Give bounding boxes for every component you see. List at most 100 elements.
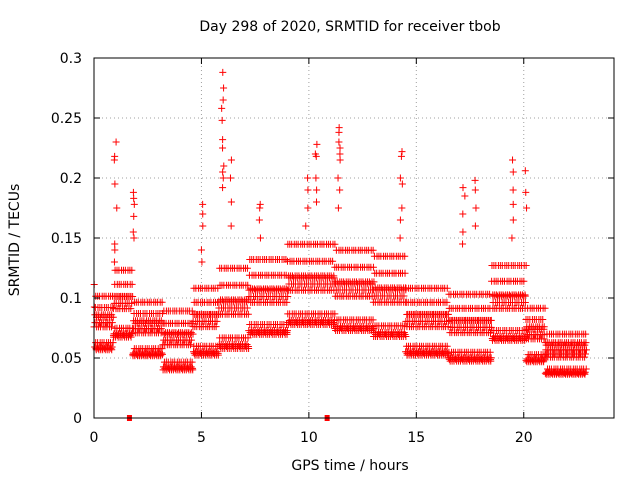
data-point — [127, 305, 135, 313]
data-point — [227, 222, 235, 230]
data-point — [129, 293, 137, 301]
data-point — [108, 343, 116, 351]
data-point — [459, 228, 467, 236]
data-point — [130, 200, 138, 208]
data-point — [158, 298, 166, 306]
x-tick-label: 0 — [90, 430, 99, 446]
data-point — [369, 263, 377, 271]
data-point — [188, 358, 196, 366]
data-point — [283, 327, 291, 335]
chart-title: Day 298 of 2020, SRMTID for receiver tbo… — [199, 19, 500, 35]
data-point — [335, 128, 343, 136]
data-point — [218, 104, 226, 112]
data-point — [509, 168, 517, 176]
data-point — [220, 84, 228, 92]
data-point — [129, 228, 137, 236]
data-point — [245, 345, 253, 353]
data-point — [582, 339, 590, 347]
data-point — [330, 274, 338, 282]
data-point — [219, 168, 227, 176]
data-point — [130, 194, 138, 202]
data-point — [487, 354, 495, 362]
data-points — [90, 68, 590, 421]
x-tick-label: 20 — [515, 430, 533, 446]
y-tick-label: 0.15 — [51, 231, 82, 247]
data-point — [128, 280, 136, 288]
data-point — [521, 167, 529, 175]
data-point — [509, 200, 517, 208]
data-point — [111, 246, 119, 254]
data-point — [109, 313, 117, 321]
data-point — [443, 298, 451, 306]
data-point — [256, 204, 264, 212]
data-point — [509, 186, 517, 194]
data-point — [334, 174, 342, 182]
data-point — [539, 315, 547, 323]
data-point — [520, 277, 528, 285]
data-point — [313, 140, 321, 148]
data-point — [487, 316, 495, 324]
data-point — [396, 234, 404, 242]
axis-ticks — [93, 57, 614, 419]
data-point — [219, 96, 227, 104]
data-point — [198, 258, 206, 266]
data-point — [220, 162, 228, 170]
data-point — [199, 222, 207, 230]
data-point — [396, 216, 404, 224]
data-point — [444, 317, 452, 325]
data-point — [471, 186, 479, 194]
data-point — [108, 319, 116, 327]
data-point — [130, 234, 138, 242]
data-point — [226, 174, 234, 182]
data-point — [336, 144, 344, 152]
data-point — [111, 180, 119, 188]
data-point — [396, 174, 404, 182]
data-point — [471, 176, 479, 184]
data-point — [107, 323, 115, 331]
data-point — [331, 240, 339, 248]
data-point — [336, 156, 344, 164]
data-point — [459, 240, 467, 248]
data-point — [219, 68, 227, 76]
data-point — [197, 246, 205, 254]
data-point — [401, 252, 409, 260]
y-tick-label: 0.1 — [60, 291, 82, 307]
data-point — [581, 368, 589, 376]
data-point — [187, 341, 195, 349]
data-point — [402, 333, 410, 341]
data-point — [243, 304, 251, 312]
data-point — [199, 210, 207, 218]
data-point — [227, 156, 235, 164]
data-point — [541, 304, 549, 312]
y-axis-label: SRMTID / TECUs — [7, 184, 23, 297]
data-point — [128, 266, 136, 274]
data-point — [189, 330, 197, 338]
data-point — [219, 136, 227, 144]
data-point — [582, 350, 590, 358]
data-point — [284, 293, 292, 301]
data-point — [312, 174, 320, 182]
data-point — [521, 292, 529, 300]
data-point — [256, 234, 264, 242]
data-point — [219, 184, 227, 192]
data-point — [582, 346, 590, 354]
data-point — [109, 303, 117, 311]
data-point — [331, 310, 339, 318]
data-point — [304, 174, 312, 182]
data-point — [400, 292, 408, 300]
data-point — [522, 188, 530, 196]
data-point — [214, 351, 222, 359]
data-point — [110, 258, 118, 266]
data-point — [212, 323, 220, 331]
y-tick-label: 0.3 — [60, 51, 82, 67]
data-point — [213, 317, 221, 325]
data-point — [304, 204, 312, 212]
grid-lines — [94, 58, 614, 418]
data-point — [283, 298, 291, 306]
data-point — [523, 204, 531, 212]
data-point — [282, 255, 290, 263]
data-point — [334, 204, 342, 212]
data-point — [113, 204, 121, 212]
data-point — [189, 366, 197, 374]
